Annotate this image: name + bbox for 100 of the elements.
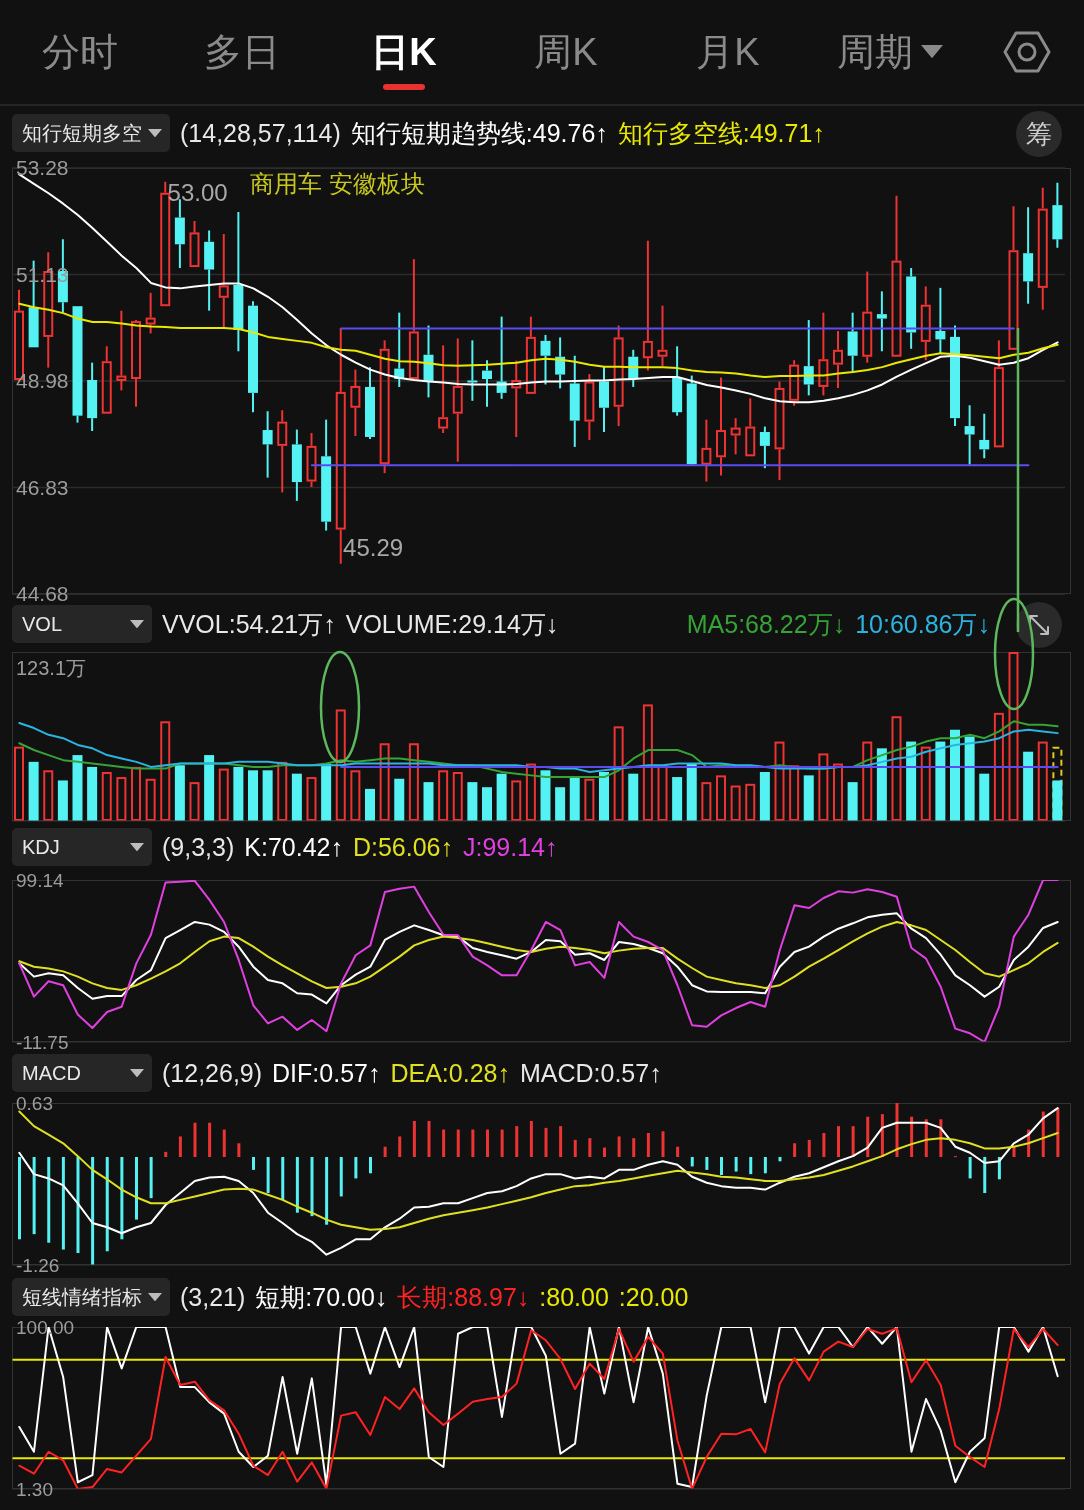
line-series [18,1110,1059,1231]
bar [690,1157,694,1167]
bar [277,761,288,821]
bar [76,1157,80,1253]
bar [686,763,697,821]
y-tick-label: -11.75 [16,1031,69,1053]
candlestick [291,428,302,502]
bar [339,1157,343,1197]
candlestick [569,354,580,448]
bar [716,775,726,821]
text: 日K [371,30,437,75]
dropdown: 短线情绪指标 [12,1278,170,1316]
bar [851,1126,855,1157]
text: J:99.14↑ [463,832,558,862]
bar [617,1136,621,1157]
y-tick-label: 48.98 [16,369,69,393]
bar [540,770,551,821]
candlestick [233,211,244,353]
bar [408,743,419,821]
bar [818,753,829,821]
line-series [18,173,1059,404]
series-label: 长期:88.97↓ [397,1281,530,1313]
y-tick-label: 53.28 [16,156,69,180]
bar [763,1157,767,1174]
legend-title: (14,28,57,114) [180,118,341,148]
text: VVOL:54.21万↑ [162,608,336,640]
bar [91,1157,95,1265]
bar [174,765,185,821]
text: 周K [534,30,598,75]
text: 知行短期趋势线:49.76↑ [350,117,608,149]
bar [778,1157,782,1162]
text: D:56.06↑ [352,832,454,862]
bar [599,771,609,821]
bar [734,1157,738,1172]
bar [1008,652,1019,821]
bar [891,716,902,821]
bar [72,755,83,821]
candlestick [876,290,887,353]
bar [1056,1108,1060,1157]
bar [354,1157,358,1179]
candlestick [204,229,215,312]
bar [486,1129,489,1157]
legend-title: (12,26,9) [162,1058,263,1088]
bar [1012,1146,1016,1157]
candlestick [1037,186,1048,311]
candlestick [862,270,873,364]
bar [456,1129,460,1157]
bar [511,780,522,821]
text: 月K [696,30,760,75]
bar [467,782,478,821]
bar [559,1126,563,1157]
ref-line-label: :80.00 [539,1282,609,1312]
candlestick [277,409,288,494]
bar [745,783,756,821]
bar [632,1138,636,1157]
bar [145,778,156,821]
bar [281,1157,285,1200]
candlestick [365,366,375,440]
candlestick [1023,206,1034,305]
bar [310,1157,314,1217]
bar [193,1122,197,1157]
candlestick [979,412,990,460]
bar [968,1157,972,1179]
bar [14,746,24,821]
bar [291,773,302,821]
bar [983,1157,987,1193]
bar [218,768,229,821]
annotation: 45.29 [343,533,404,562]
candlestick [847,311,858,374]
bar [950,729,960,821]
bar [774,741,785,821]
bar [105,1157,109,1252]
bar [876,748,887,821]
dropdown: 知行短期多空 [12,114,170,152]
y-tick-label: 99.14 [16,869,64,891]
candlestick [116,309,127,392]
bar [807,1139,811,1157]
bar [500,1129,504,1157]
line-series [18,920,1059,991]
candlestick [672,345,683,417]
bar [87,766,98,821]
bar [529,1121,533,1157]
text: 分时 [42,30,118,75]
bar [672,777,683,821]
bar [822,1133,826,1157]
bar [759,771,770,821]
bar [438,770,449,821]
candlestick [730,417,741,456]
bar [628,773,639,821]
text: 周期 [837,30,913,75]
bar [705,1157,709,1170]
bar [920,746,931,821]
bar [642,704,653,821]
candlestick [321,418,332,532]
bar [120,1157,124,1240]
candlestick [262,410,273,479]
bar [295,1157,299,1213]
text: 知行多空线:49.71↑ [617,117,825,149]
bar [222,1129,226,1157]
candlestick [87,361,98,433]
